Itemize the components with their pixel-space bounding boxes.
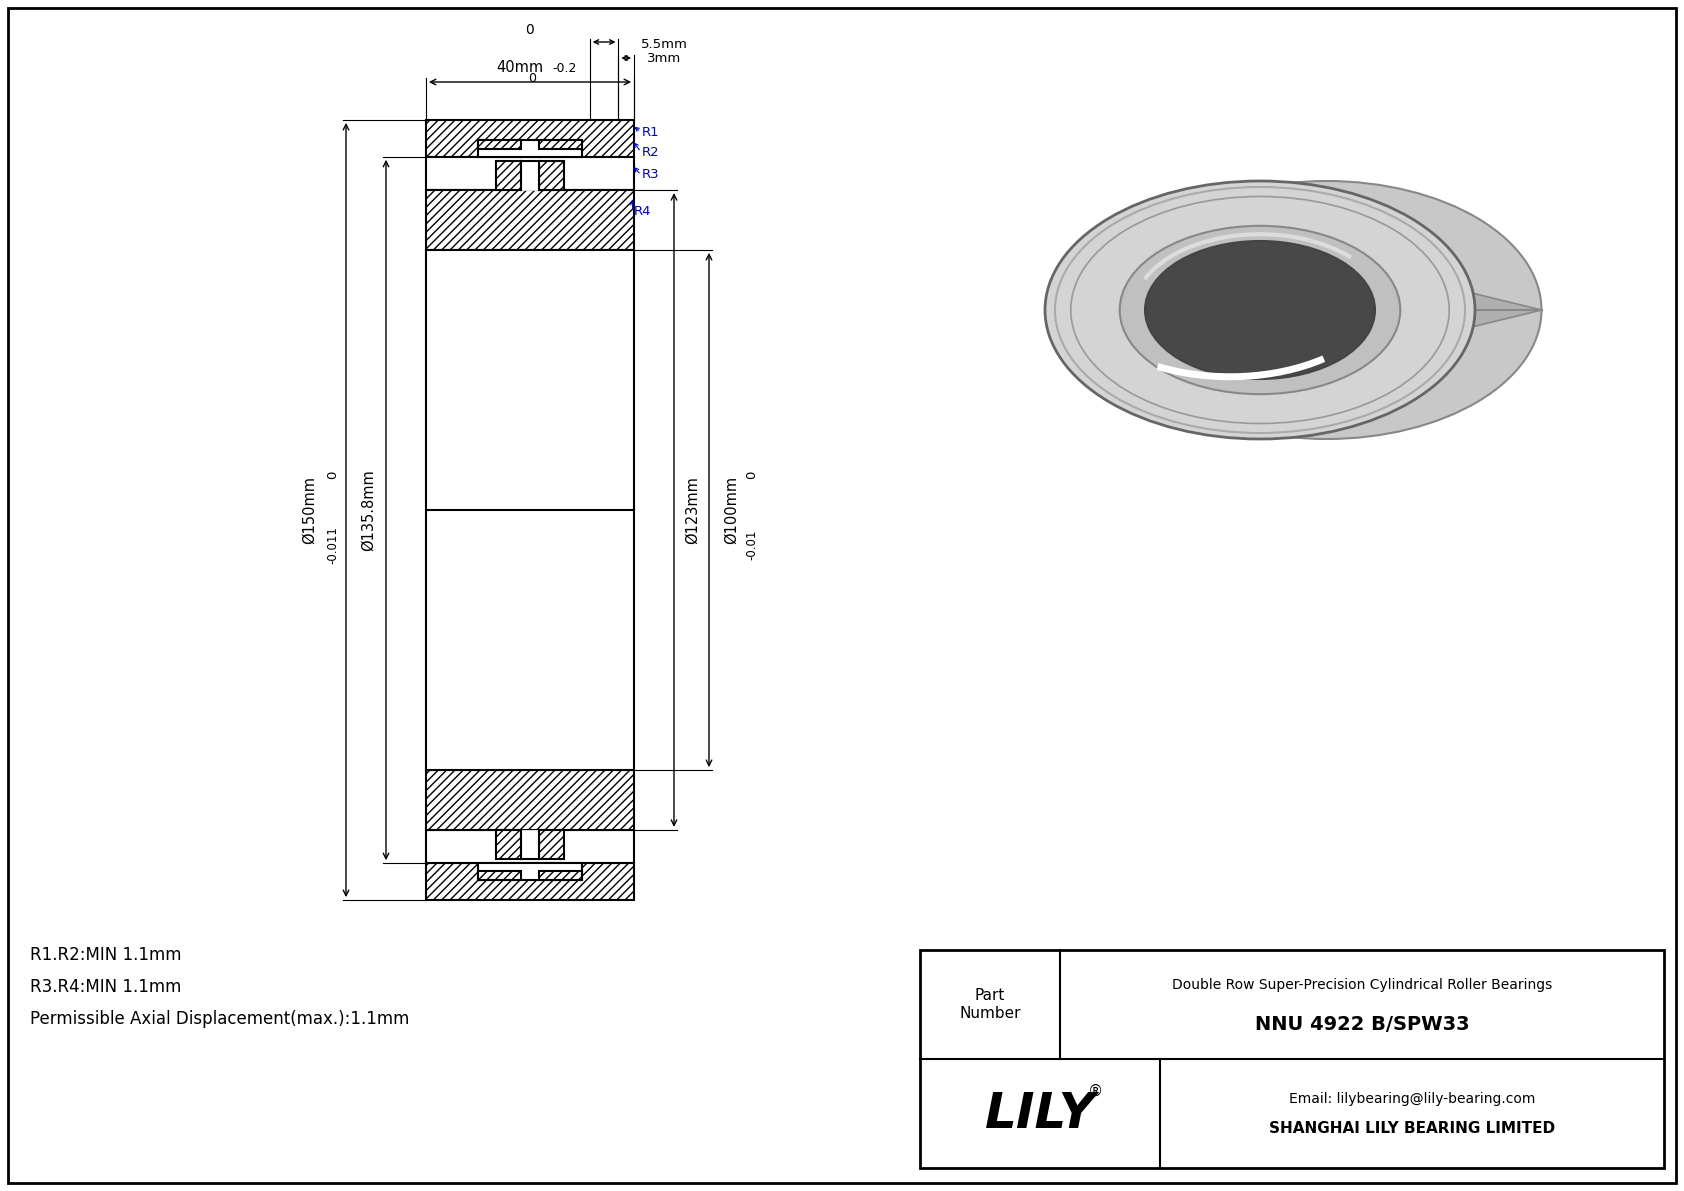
Polygon shape — [1325, 187, 1541, 432]
Bar — [426, 120, 633, 157]
Text: Double Row Super-Precision Cylindrical Roller Bearings: Double Row Super-Precision Cylindrical R… — [1172, 978, 1553, 991]
Bar — [426, 830, 633, 863]
Bar — [539, 161, 564, 191]
Bar — [426, 157, 633, 191]
Ellipse shape — [1046, 181, 1475, 439]
Bar — [919, 950, 1664, 1168]
Text: ®: ® — [1088, 1084, 1103, 1099]
Text: Permissible Axial Displacement(max.):1.1mm: Permissible Axial Displacement(max.):1.1… — [30, 1010, 409, 1028]
Text: Ø100mm: Ø100mm — [724, 476, 739, 544]
Text: Part
Number: Part Number — [960, 989, 1021, 1021]
Text: R3.R4:MIN 1.1mm: R3.R4:MIN 1.1mm — [30, 978, 182, 996]
Text: R3: R3 — [642, 168, 660, 181]
Text: Ø150mm: Ø150mm — [301, 476, 317, 544]
Bar — [495, 161, 520, 191]
Bar — [426, 191, 633, 250]
Bar — [539, 141, 583, 149]
Text: NNU 4922 B/SPW33: NNU 4922 B/SPW33 — [1255, 1015, 1470, 1034]
Bar — [426, 863, 633, 900]
Text: -0.01: -0.01 — [746, 530, 758, 560]
Bar — [478, 863, 583, 880]
Bar — [478, 141, 583, 157]
Ellipse shape — [1211, 241, 1442, 379]
Bar — [478, 872, 522, 880]
Text: -0.2: -0.2 — [552, 62, 576, 75]
Bar — [426, 771, 633, 830]
Text: SHANGHAI LILY BEARING LIMITED: SHANGHAI LILY BEARING LIMITED — [1270, 1121, 1554, 1136]
Text: LILY: LILY — [985, 1090, 1095, 1137]
Bar — [495, 830, 520, 859]
Text: R1.R2:MIN 1.1mm: R1.R2:MIN 1.1mm — [30, 946, 182, 964]
Ellipse shape — [1145, 241, 1376, 379]
Ellipse shape — [1145, 241, 1376, 379]
Text: Ø123mm: Ø123mm — [684, 476, 699, 544]
Bar — [539, 830, 564, 859]
Text: 40mm: 40mm — [497, 61, 544, 75]
Bar — [520, 161, 539, 191]
Text: R2: R2 — [642, 145, 660, 158]
Text: R4: R4 — [633, 205, 652, 218]
Text: 0: 0 — [327, 470, 340, 479]
Ellipse shape — [1120, 226, 1401, 394]
Text: 0: 0 — [529, 73, 536, 86]
Text: 5.5mm: 5.5mm — [640, 37, 687, 50]
Text: -0.011: -0.011 — [327, 526, 340, 563]
Bar — [520, 830, 539, 859]
Text: 0: 0 — [746, 470, 758, 479]
Text: 3mm: 3mm — [647, 51, 680, 64]
Ellipse shape — [1111, 181, 1541, 439]
Text: Email: lilybearing@lily-bearing.com: Email: lilybearing@lily-bearing.com — [1288, 1091, 1536, 1105]
Text: Ø135.8mm: Ø135.8mm — [360, 469, 376, 551]
Bar — [478, 141, 522, 149]
Text: R1: R1 — [642, 125, 660, 138]
Bar — [539, 872, 583, 880]
Text: 0: 0 — [525, 23, 534, 37]
Bar — [426, 250, 633, 771]
